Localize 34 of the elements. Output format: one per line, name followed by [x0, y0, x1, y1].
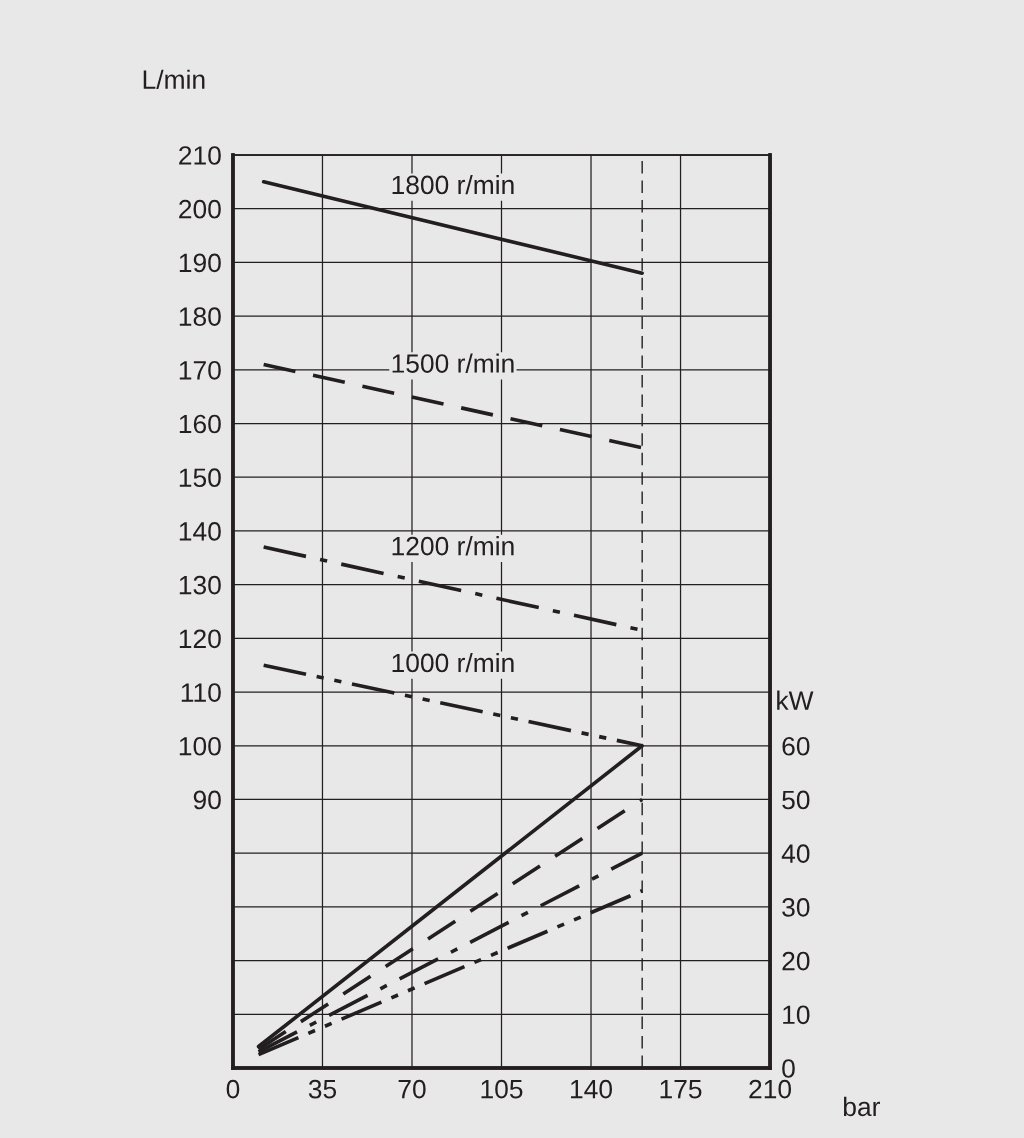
x-tick-label: 140 — [571, 1079, 612, 1099]
x-axis-title: bar — [843, 1096, 880, 1117]
y-tick-label: 120 — [179, 629, 221, 649]
y-tick-label: 160 — [179, 414, 221, 434]
y2-axis-title: kW — [777, 690, 814, 710]
x-tick-label: 210 — [749, 1079, 792, 1099]
y-tick-label: 100 — [179, 736, 221, 756]
series-label: 1500 r/min — [392, 353, 514, 373]
y-tick-label: 210 — [179, 146, 221, 165]
y-tick-label: 90 — [193, 790, 221, 810]
y-tick-label: 130 — [179, 575, 221, 595]
y2-tick-label: 30 — [782, 898, 810, 917]
y2-tick-label: 0 — [782, 1059, 795, 1078]
series-label: 1800 r/min — [392, 174, 514, 195]
y2-tick-label: 10 — [783, 1005, 810, 1025]
y-tick-label: 170 — [179, 360, 221, 380]
series-label: 1200 r/min — [392, 536, 514, 556]
x-tick-label: 70 — [398, 1079, 426, 1099]
y-tick-label: 140 — [179, 522, 221, 541]
y2-tick-label: 50 — [782, 790, 810, 810]
y-tick-label: 180 — [179, 307, 221, 326]
x-tick-label: 35 — [308, 1079, 337, 1099]
y-tick-label: 200 — [179, 199, 221, 219]
y2-tick-label: 60 — [782, 736, 810, 756]
x-tick-label: 105 — [481, 1079, 523, 1099]
x-tick-label: 0 — [226, 1079, 240, 1099]
x-tick-label: 175 — [660, 1080, 702, 1099]
y-tick-label: 190 — [179, 253, 221, 273]
y-tick-label: 150 — [179, 468, 221, 488]
y2-tick-label: 40 — [781, 844, 810, 864]
y-tick-label: 110 — [181, 683, 221, 702]
y2-tick-label: 20 — [782, 951, 810, 971]
series-label: 1000 r/min — [392, 652, 514, 673]
y-axis-title: L/min — [143, 69, 205, 90]
